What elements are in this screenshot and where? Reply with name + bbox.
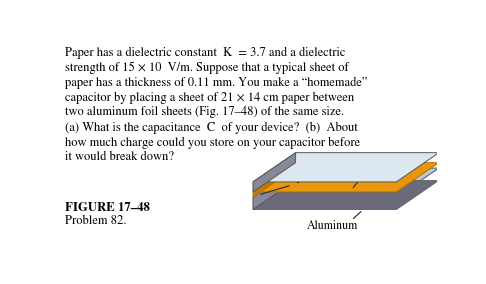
Text: how much charge could you store on your capacitor before: how much charge could you store on your …: [66, 137, 361, 149]
Polygon shape: [253, 168, 439, 197]
Text: two aluminum foil sheets (Fig. 17–48) of the same size.: two aluminum foil sheets (Fig. 17–48) of…: [66, 106, 345, 118]
Polygon shape: [253, 180, 439, 210]
Text: Paper: Paper: [285, 171, 312, 183]
Text: FIGURE 17–48: FIGURE 17–48: [66, 202, 150, 214]
Text: Paper has a dielectric constant  K  = 3.7 and a dielectric: Paper has a dielectric constant K = 3.7 …: [66, 46, 346, 59]
Text: Aluminum: Aluminum: [337, 163, 389, 175]
Text: it would break down?: it would break down?: [66, 151, 174, 163]
Polygon shape: [253, 168, 295, 210]
Text: (a) What is the capacitance  C  of your device?  (b)  About: (a) What is the capacitance C of your de…: [66, 122, 358, 134]
Polygon shape: [253, 153, 295, 192]
Polygon shape: [253, 163, 295, 197]
Polygon shape: [253, 163, 439, 192]
Text: capacitor by placing a sheet of 21 × 14 cm paper between: capacitor by placing a sheet of 21 × 14 …: [66, 91, 355, 104]
Polygon shape: [253, 153, 439, 182]
Text: paper has a thickness of 0.11 mm. You make a “homemade”: paper has a thickness of 0.11 mm. You ma…: [66, 76, 368, 89]
Text: strength of 15 × 10⁶ V/m. Suppose that a typical sheet of: strength of 15 × 10⁶ V/m. Suppose that a…: [66, 61, 349, 74]
Text: Problem 82.: Problem 82.: [66, 215, 127, 227]
Text: Aluminum: Aluminum: [306, 220, 358, 232]
